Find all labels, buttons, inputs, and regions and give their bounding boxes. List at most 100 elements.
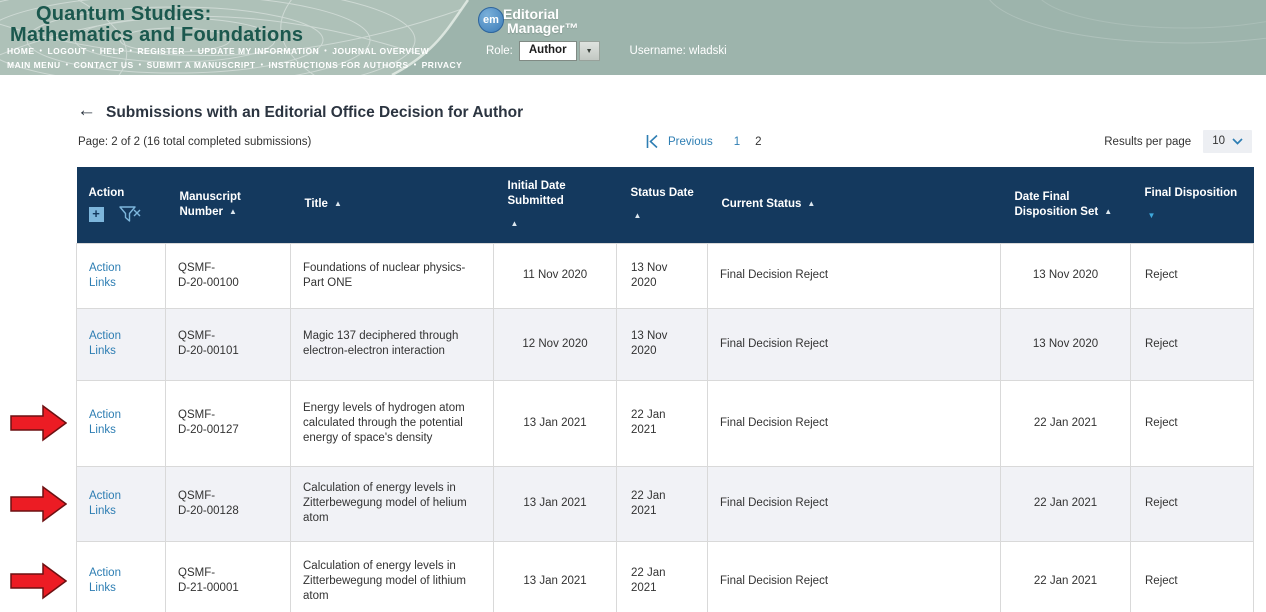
table-row: Action Links QSMF- D-20-00100 Foundations … (76, 242, 1254, 308)
first-page-button[interactable] (645, 134, 659, 149)
role-label: Role: (486, 45, 513, 57)
table-row: Action Links QSMF- D-21-00001 Calculation … (76, 540, 1254, 612)
column-header-label: Current Status (721, 198, 802, 211)
sort-up-icon: ▲ (633, 211, 642, 221)
clear-filter-icon[interactable] (118, 206, 142, 223)
column-header-label: Final Disposition (1144, 187, 1238, 200)
menu-link-journal-overview[interactable]: JOURNAL OVERVIEW (332, 46, 430, 56)
menu-link-instructions-for-authors[interactable]: INSTRUCTIONS FOR AUTHORS (268, 60, 409, 70)
pagination: Previous 1 2 (645, 134, 762, 149)
date-final-disposition-set-cell: 13 Nov 2020 (1000, 242, 1131, 308)
table-row: Action Links QSMF- D-20-00128 Calculation … (76, 465, 1254, 541)
em-logo-circle-icon: em (478, 7, 504, 33)
role-bar: Role: Author ▼ Username: wladski (486, 41, 727, 61)
status-date-value: 22 Jan 2021 (631, 489, 666, 517)
action-links-link[interactable]: Action Links (89, 409, 121, 436)
page-title: Submissions with an Editorial Office Dec… (106, 104, 524, 121)
role-select[interactable]: Author (518, 41, 577, 61)
username-label: Username: (629, 45, 686, 57)
column-header-current-status[interactable]: Current Status ▲ (707, 167, 1001, 243)
column-header-label: Status Date (630, 187, 694, 200)
column-header-label: Action (88, 187, 125, 200)
manuscript-number-cell: QSMF- D-20-00101 (165, 307, 291, 380)
column-header-status-date[interactable]: Status Date ▲ (616, 167, 708, 243)
column-header-action: Action + (76, 167, 166, 243)
menu-link-home[interactable]: HOME (7, 46, 35, 56)
journal-title-line2: Mathematics and Foundations (10, 24, 304, 46)
sort-up-icon: ▲ (807, 199, 816, 209)
menu-link-register[interactable]: REGISTER (137, 46, 185, 56)
action-cell: Action Links (76, 465, 166, 541)
status-date-value: 13 Nov 2020 (631, 261, 668, 289)
final-disposition-cell: Reject (1130, 307, 1254, 380)
title-cell: Calculation of energy levels in Zitterbe… (290, 540, 494, 612)
menu-link-privacy[interactable]: PRIVACY (421, 60, 463, 70)
role-dropdown-button[interactable]: ▼ (578, 41, 600, 61)
menu-row-1: HOME • LOGOUT • HELP • REGISTER • UPDATE MY INFO… (7, 45, 462, 59)
sort-up-icon: ▲ (228, 206, 237, 216)
first-page-icon (646, 134, 658, 149)
row-highlight-arrow (10, 485, 68, 528)
date-final-disposition-set-cell: 22 Jan 2021 (1000, 465, 1131, 541)
action-cell: Action Links (76, 242, 166, 308)
menu-link-submit-a-manuscript[interactable]: SUBMIT A MANUSCRIPT (146, 60, 256, 70)
menu-link-update-my-information[interactable]: UPDATE MY INFORMATION (197, 46, 320, 56)
date-final-disposition-set-cell: 22 Jan 2021 (1000, 540, 1131, 612)
results-per-page-dropdown[interactable]: 10 (1203, 130, 1252, 153)
final-disposition-cell: Reject (1130, 465, 1254, 541)
table-body: Action Links QSMF- D-20-00100 Foundations … (76, 242, 1254, 612)
column-header-date-final-disposition-set[interactable]: Date Final Disposition Set ▲ (1000, 167, 1131, 243)
title-cell: Foundations of nuclear physics- Part ONE (290, 242, 494, 308)
menu-bullet: • (129, 48, 133, 55)
sort-up-icon: ▲ (333, 199, 342, 209)
action-cell: Action Links (76, 379, 166, 466)
chevron-down-icon (1232, 137, 1243, 145)
menu-link-logout[interactable]: LOGOUT (47, 46, 87, 56)
username: Username: wladski (630, 45, 727, 57)
menu-link-contact-us[interactable]: CONTACT US (73, 60, 134, 70)
page-number-1[interactable]: 1 (733, 135, 741, 148)
sort-up-icon: ▲ (1104, 206, 1113, 216)
current-status-cell: Final Decision Reject (707, 465, 1001, 541)
final-disposition-cell: Reject (1130, 379, 1254, 466)
banner-pattern (0, 0, 1266, 75)
caret-down-icon: ▼ (585, 47, 593, 55)
column-header-final-disposition[interactable]: Final Disposition ▼ (1130, 167, 1254, 243)
current-status-cell: Final Decision Reject (707, 242, 1001, 308)
initial-date-submitted-cell: 13 Jan 2021 (493, 379, 617, 466)
menu-link-help[interactable]: HELP (99, 46, 125, 56)
status-date-cell: 22 Jan 2021 (616, 540, 708, 612)
table-header-row: Action + Manuscript Number ▲ Title ▲ Initial D… (76, 167, 1254, 243)
action-header-icons: + (88, 206, 156, 223)
status-date-cell: 13 Nov 2020 (616, 307, 708, 380)
current-status-cell: Final Decision Reject (707, 540, 1001, 612)
top-menu: HOME • LOGOUT • HELP • REGISTER • UPDATE MY INFO… (7, 45, 462, 73)
date-final-disposition-set-cell: 13 Nov 2020 (1000, 307, 1131, 380)
current-status-cell: Final Decision Reject (707, 307, 1001, 380)
menu-link-main-menu[interactable]: MAIN MENU (7, 60, 61, 70)
column-header-title[interactable]: Title ▲ (290, 167, 494, 243)
results-per-page-label: Results per page (1104, 135, 1192, 148)
action-links-link[interactable]: Action Links (89, 330, 121, 357)
action-cell: Action Links (76, 307, 166, 380)
action-links-link[interactable]: Action Links (89, 489, 121, 517)
back-arrow-button[interactable]: ← (77, 100, 96, 121)
journal-title-line1: Quantum Studies: (36, 3, 212, 25)
initial-date-submitted-cell: 11 Nov 2020 (493, 242, 617, 308)
column-header-manuscript-number[interactable]: Manuscript Number ▲ (165, 167, 291, 243)
column-header-label: Initial Date Submitted (507, 179, 566, 207)
column-header-initial-date-submitted[interactable]: Initial Date Submitted ▲ (493, 167, 617, 243)
column-header-label: Date Final Disposition Set (1014, 190, 1099, 218)
action-cell: Action Links (76, 540, 166, 612)
add-icon[interactable]: + (88, 207, 104, 223)
sort-down-icon: ▼ (1147, 211, 1156, 221)
page-number-2[interactable]: 2 (755, 135, 762, 148)
column-header-label: Manuscript Number (179, 190, 241, 218)
final-disposition-cell: Reject (1130, 242, 1254, 308)
action-links-link[interactable]: Action Links (89, 261, 121, 289)
title-cell: Calculation of energy levels in Zitterbe… (290, 465, 494, 541)
action-links-link[interactable]: Action Links (89, 567, 121, 595)
previous-page-link[interactable]: Previous (668, 135, 713, 148)
page-info: Page: 2 of 2 (16 total completed submiss… (78, 136, 312, 148)
status-date-cell: 22 Jan 2021 (616, 379, 708, 466)
